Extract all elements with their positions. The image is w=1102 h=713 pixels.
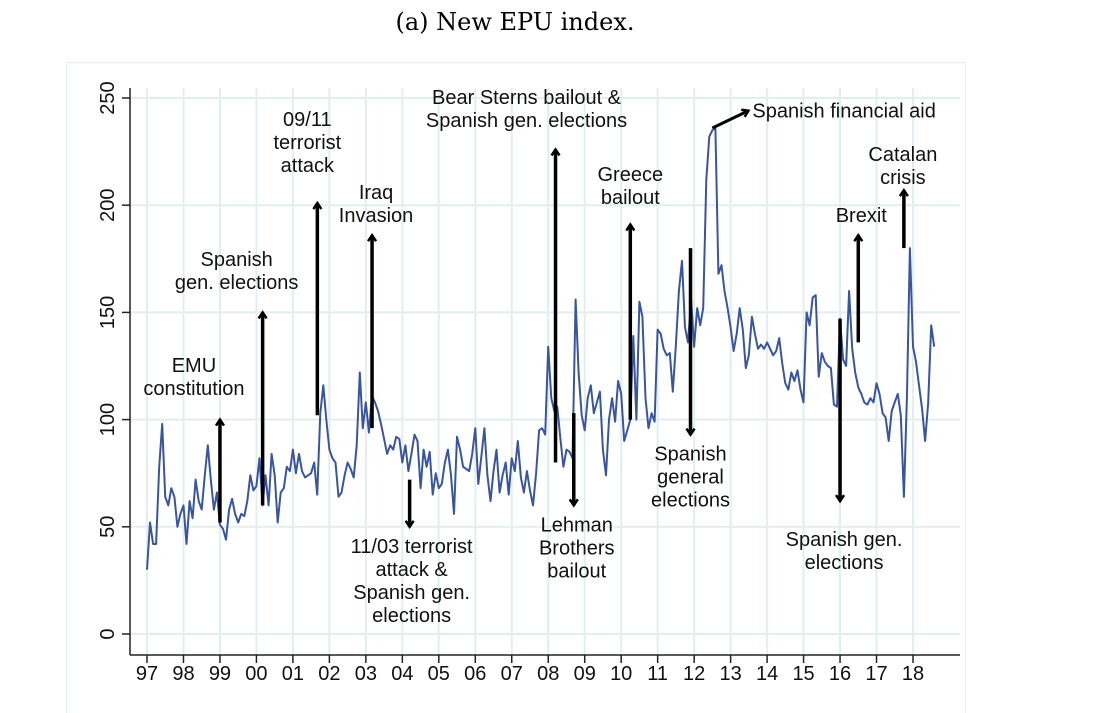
annotation-label: Bear Sterns bailout & — [432, 87, 622, 109]
annotation-label: EMU — [172, 355, 216, 377]
x-tick-label: 16 — [829, 663, 851, 685]
x-tick-label: 00 — [245, 663, 267, 685]
annotation-label: Brexit — [836, 205, 888, 227]
x-tick-label: 15 — [792, 663, 814, 685]
annotation: Bear Sterns bailout &Spanish gen. electi… — [426, 87, 627, 462]
x-tick-label: 13 — [719, 663, 741, 685]
annotation-label: 09/11 — [283, 109, 332, 131]
annotation: Spanish financial aid — [712, 101, 935, 128]
annotation-label: constitution — [143, 378, 244, 400]
y-tick-label: 150 — [97, 296, 119, 329]
annotation-label: attack — [281, 155, 335, 177]
annotation-label: Spanish — [200, 249, 272, 271]
annotation-label: Spanish gen. elections — [426, 110, 627, 132]
annotation-label: Greece — [598, 164, 664, 186]
annotation-label: Spanish financial aid — [752, 101, 935, 123]
annotation: Brexit — [836, 205, 888, 342]
y-tick-label: 250 — [97, 81, 119, 114]
x-tick-label: 03 — [355, 663, 377, 685]
annotation-label: elections — [805, 552, 884, 574]
x-tick-label: 10 — [610, 663, 632, 685]
y-tick-label: 100 — [97, 403, 119, 436]
annotation-label: elections — [651, 490, 730, 512]
annotation-label: Invasion — [339, 205, 414, 227]
x-tick-label: 98 — [172, 663, 194, 685]
series-line-epu — [147, 128, 934, 570]
x-tick-label: 99 — [209, 663, 231, 685]
annotation-label: 11/03 terrorist — [351, 536, 473, 558]
annotation-label: attack & — [375, 559, 448, 581]
x-tick-label: 08 — [537, 663, 559, 685]
x-tick-label: 04 — [391, 663, 413, 685]
annotation-label: bailout — [601, 187, 660, 209]
x-tick-label: 05 — [428, 663, 450, 685]
annotation-label: general — [657, 467, 724, 489]
annotation-label: Lehman — [541, 514, 613, 536]
x-tick-label: 11 — [647, 663, 668, 685]
x-tick-label: 18 — [902, 663, 924, 685]
annotation-label: Catalan — [868, 144, 937, 166]
annotation-label: gen. elections — [175, 272, 298, 294]
x-tick-label: 01 — [282, 663, 304, 685]
annotation-label: Spanish gen. — [353, 582, 470, 604]
x-tick-label: 17 — [865, 663, 887, 685]
y-tick-label: 50 — [97, 516, 119, 538]
annotation-label: bailout — [547, 560, 606, 582]
x-tick-label: 09 — [574, 663, 596, 685]
annotation-label: Brothers — [539, 537, 615, 559]
annotation-label: elections — [372, 605, 451, 627]
y-tick-label: 0 — [97, 628, 119, 639]
annotation-label: Iraq — [359, 182, 393, 204]
y-tick-label: 200 — [97, 189, 119, 222]
annotation-label: Spanish — [654, 444, 726, 466]
x-tick-label: 14 — [756, 663, 778, 685]
x-tick-label: 06 — [464, 663, 486, 685]
x-tick-label: 02 — [318, 663, 340, 685]
annotation-label: Spanish gen. — [786, 529, 903, 551]
series-layer — [147, 128, 934, 570]
x-tick-label: 07 — [501, 663, 523, 685]
annotation-label: terrorist — [273, 132, 341, 154]
x-tick-label: 12 — [683, 663, 705, 685]
annotation-label: crisis — [880, 167, 926, 189]
x-tick-label: 97 — [136, 663, 158, 685]
